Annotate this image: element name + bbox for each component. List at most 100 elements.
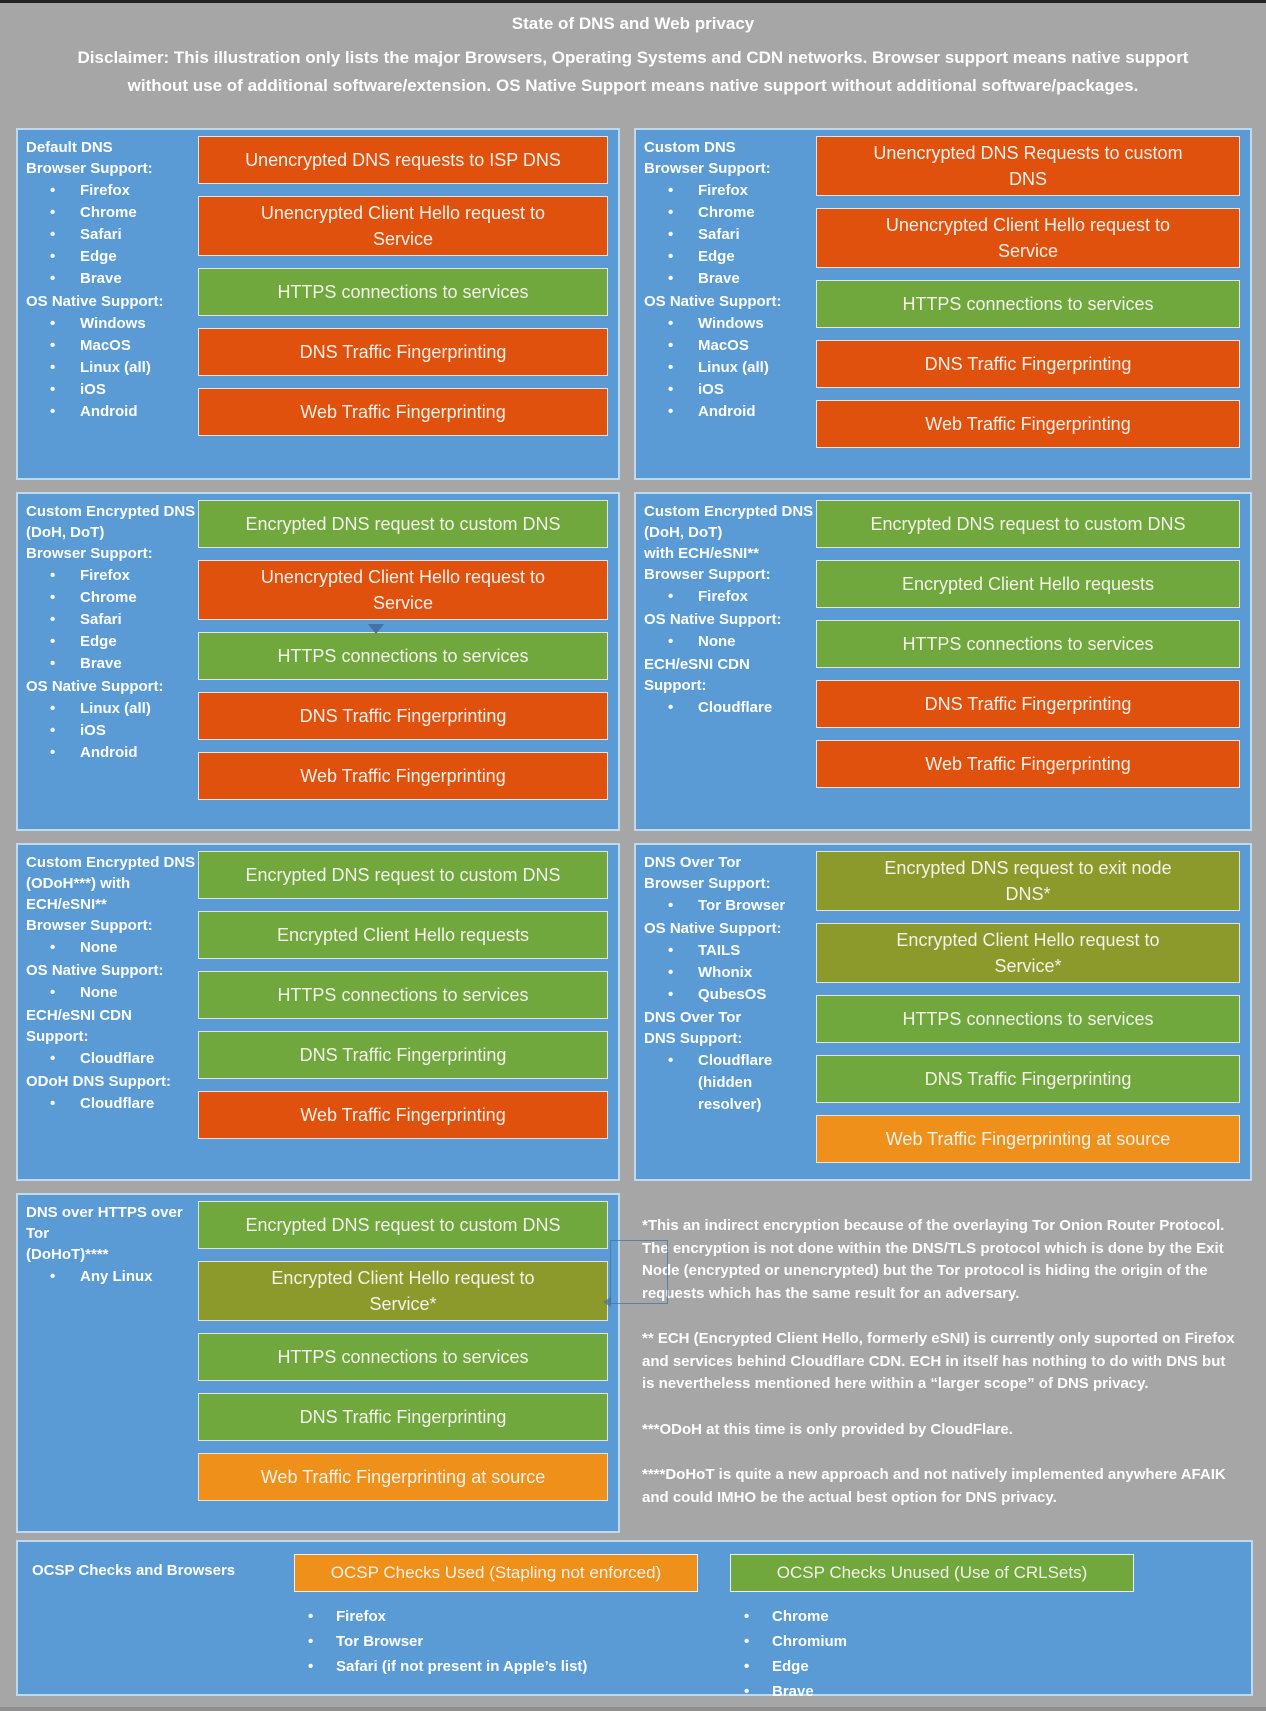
support-items: Cloudflare — [26, 1048, 198, 1070]
ocsp-item: Chrome — [730, 1604, 1134, 1629]
panel-title: DNS Over Tor — [644, 854, 742, 871]
protection-bar: Encrypted DNS request to custom DNS — [198, 851, 608, 899]
panel-title: Default DNS — [26, 139, 113, 156]
risk-bar: Web Traffic Fingerprinting — [198, 388, 608, 436]
footnote: ** ECH (Encrypted Client Hello, formerly… — [642, 1330, 1235, 1392]
support-item-label: TAILS — [698, 942, 741, 959]
risk-bar: Web Traffic Fingerprinting — [198, 1091, 608, 1139]
risk-bar: DNS Traffic Fingerprinting — [198, 692, 608, 740]
support-section-label: Browser Support: — [644, 160, 771, 177]
support-item: iOS — [26, 379, 198, 401]
support-list: Browser Support: Firefox Chrome Safari Edge B… — [26, 543, 198, 764]
support-item-label: Firefox — [80, 567, 131, 584]
support-item-label: MacOS — [698, 337, 749, 354]
support-item: iOS — [26, 720, 198, 742]
support-item: Cloudflare — [26, 1048, 198, 1070]
support-items: Firefox — [644, 586, 816, 608]
ocsp-item: Safari (if not present in Apple’s list) — [294, 1654, 698, 1679]
support-item: Firefox — [644, 586, 816, 608]
ocsp-item: Chromium — [730, 1629, 1134, 1654]
panel-title: Custom Encrypted DNS (DoH, DoT) — [26, 503, 196, 541]
risk-bar: Web Traffic Fingerprinting at source — [198, 1453, 608, 1501]
support-item-label: MacOS — [80, 337, 131, 354]
support-item: iOS — [644, 379, 816, 401]
ocsp-group: OCSP Checks Used (Stapling not enforced)… — [294, 1554, 698, 1682]
panel-title: Custom Encrypted DNS (DoH, DoT) with ECH… — [644, 503, 814, 562]
ocsp-group-header: OCSP Checks Used (Stapling not enforced) — [294, 1554, 698, 1592]
support-item: Android — [26, 742, 198, 764]
support-item-label: Linux (all) — [80, 359, 151, 376]
panel-info-column: Custom Encrypted DNS (ODoH***) with ECH/… — [18, 845, 198, 1179]
support-item-label: None — [80, 939, 118, 956]
support-item-label: Whonix — [698, 964, 753, 981]
panel-bars: Encrypted DNS request to custom DNS Encry… — [816, 494, 1250, 829]
risk-bar: Unencrypted Client Hello request to Serv… — [198, 560, 608, 620]
support-items: Firefox Chrome Safari Edge Brave — [26, 180, 198, 290]
support-item: Windows — [26, 313, 198, 335]
panel-bars: Encrypted DNS request to custom DNS Encry… — [198, 1195, 618, 1531]
panel-title: Custom DNS — [644, 139, 736, 156]
panel-title: Custom Encrypted DNS (ODoH***) with ECH/… — [26, 854, 196, 913]
support-section-label: OS Native Support: — [644, 920, 782, 937]
support-section-label: OS Native Support: — [26, 962, 164, 979]
support-item: Safari — [26, 609, 198, 631]
support-items: Any Linux — [26, 1266, 198, 1288]
support-item-label: Linux (all) — [698, 359, 769, 376]
support-section-label: OS Native Support: — [644, 611, 782, 628]
support-item: QubesOS — [644, 984, 816, 1006]
risk-bar: Unencrypted Client Hello request to Serv… — [816, 208, 1240, 268]
risk-bar: Unencrypted DNS requests to ISP DNS — [198, 136, 608, 184]
support-item: Firefox — [26, 565, 198, 587]
ocsp-item-label: Edge — [772, 1658, 809, 1675]
support-item-label: Android — [80, 744, 138, 761]
ocsp-item-label: Tor Browser — [336, 1633, 424, 1650]
support-section-label: ECH/eSNI CDN Support: — [644, 656, 750, 694]
support-item-label: QubesOS — [698, 986, 767, 1003]
panel-bars: Encrypted DNS request to custom DNS Encry… — [198, 845, 618, 1179]
support-item: Safari — [26, 224, 198, 246]
support-item: Firefox — [644, 180, 816, 202]
protection-bar: HTTPS connections to services — [816, 620, 1240, 668]
protection-bar: HTTPS connections to services — [816, 995, 1240, 1043]
page-title: State of DNS and Web privacy — [511, 14, 755, 33]
support-item: Brave — [26, 268, 198, 290]
support-item-label: None — [698, 633, 736, 650]
support-section-label: ODoH DNS Support: — [26, 1073, 171, 1090]
support-item-label: Firefox — [698, 182, 749, 199]
support-list: Browser Support: Firefox Chrome Safari Edge B… — [644, 158, 816, 423]
bottom-edge-divider — [0, 1707, 1266, 1711]
panel-bars: Unencrypted DNS requests to ISP DNS Unenc… — [198, 130, 618, 478]
support-section-label: Browser Support: — [26, 917, 153, 934]
panel-custom-encrypted-dns-odoh: Custom Encrypted DNS (ODoH***) with ECH/… — [16, 843, 620, 1181]
risk-bar: DNS Traffic Fingerprinting — [198, 328, 608, 376]
support-item: Edge — [644, 246, 816, 268]
ocsp-item-label: Brave — [772, 1683, 814, 1700]
support-item-label: Safari — [698, 226, 740, 243]
protection-bar: DNS Traffic Fingerprinting — [816, 1055, 1240, 1103]
support-item: Android — [26, 401, 198, 423]
panel-custom-encrypted-dns-ech: Custom Encrypted DNS (DoH, DoT) with ECH… — [634, 492, 1252, 831]
ocsp-item-label: Firefox — [336, 1608, 387, 1625]
protection-bar: Encrypted DNS request to custom DNS — [198, 1201, 608, 1249]
support-section-label: OS Native Support: — [644, 293, 782, 310]
support-item: Any Linux — [26, 1266, 198, 1288]
protection-bar: DNS Traffic Fingerprinting — [198, 1031, 608, 1079]
support-item-label: iOS — [698, 381, 724, 398]
protection-bar: Encrypted Client Hello request to Servic… — [816, 923, 1240, 983]
support-section-label: ECH/eSNI CDN Support: — [26, 1007, 132, 1045]
panel-default-dns: Default DNS Browser Support: Firefox Chrom… — [16, 128, 620, 480]
protection-bar: DNS Traffic Fingerprinting — [198, 1393, 608, 1441]
panel-bars: Encrypted DNS request to custom DNS Unenc… — [198, 494, 618, 829]
panel-info-column: DNS over HTTPS over Tor (DoHoT)**** Any … — [18, 1195, 198, 1531]
risk-bar: Web Traffic Fingerprinting — [816, 400, 1240, 448]
support-item: Whonix — [644, 962, 816, 984]
support-item-label: Linux (all) — [80, 700, 151, 717]
panel-dns-over-tor: DNS Over Tor Browser Support: Tor Browser… — [634, 843, 1252, 1181]
support-item: Chrome — [644, 202, 816, 224]
footnote: ****DoHoT is quite a new approach and no… — [642, 1466, 1226, 1506]
panel-info-column: Default DNS Browser Support: Firefox Chrom… — [18, 130, 198, 478]
support-item-label: Tor Browser — [698, 897, 786, 914]
support-item-label: Any Linux — [80, 1268, 153, 1285]
support-item-label: Chrome — [698, 204, 755, 221]
